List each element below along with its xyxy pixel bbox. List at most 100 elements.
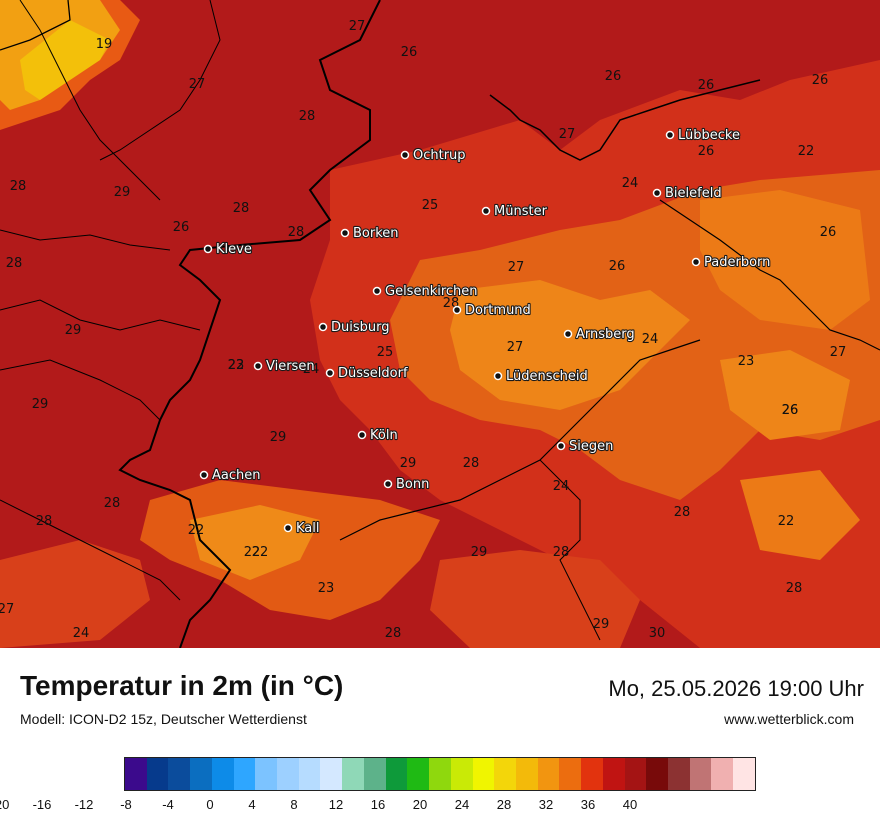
temperature-value: 27	[559, 127, 576, 142]
temperature-value: 29	[114, 185, 131, 200]
temperature-value: 27	[189, 77, 206, 92]
city-düsseldorf: Düsseldorf	[325, 365, 409, 382]
temperature-value: 28	[786, 581, 803, 596]
legend-swatch	[342, 758, 364, 790]
border-internal-4	[0, 299, 201, 331]
border-coast	[0, 0, 71, 51]
temperature-value: 28	[553, 545, 570, 560]
city-arnsberg: Arnsberg	[563, 326, 636, 343]
temperature-value: 26	[401, 45, 418, 60]
border-rp-hesse	[539, 459, 601, 641]
city-gelsenkirchen: Gelsenkirchen	[372, 283, 479, 300]
borders	[0, 0, 880, 648]
temperature-value: 23	[228, 358, 245, 373]
temperature-value: 30	[649, 626, 666, 641]
legend-swatch	[146, 758, 169, 790]
city-label: Duisburg	[331, 320, 390, 335]
border-internal-1	[19, 0, 161, 201]
city-label: Ochtrup	[413, 148, 466, 163]
temperature-value: 28	[288, 225, 305, 240]
map-title: Temperatur in 2m (in °C)	[20, 670, 344, 701]
temperature-value: 28	[10, 179, 27, 194]
temperature-value: 29	[471, 545, 488, 560]
city-münster: Münster	[481, 203, 549, 220]
city-label: Bonn	[396, 477, 429, 492]
temperature-value: 26	[782, 403, 799, 418]
legend-swatch	[277, 758, 299, 790]
city-label: Kleve	[216, 242, 252, 257]
city-lüdenscheid: Lüdenscheid	[493, 368, 589, 385]
city-label: Münster	[494, 204, 548, 219]
city-label: Lüdenscheid	[506, 369, 588, 384]
legend-tick-label: -12	[74, 797, 94, 812]
website-link[interactable]: www.wetterblick.com	[724, 711, 854, 727]
temperature-value: 26	[812, 73, 829, 88]
city-label: Düsseldorf	[338, 366, 408, 381]
temperature-value: 24	[622, 176, 639, 191]
legend-swatch	[125, 758, 147, 790]
legend-tick-label: 20	[412, 797, 428, 812]
legend-tick-label: 0	[206, 797, 214, 812]
cool-zone-paderborn	[700, 190, 870, 330]
color-legend	[124, 757, 756, 791]
legend-swatch	[450, 758, 473, 790]
temperature-value: 29	[65, 323, 82, 338]
legend-tick-label: -20	[0, 797, 10, 812]
city-viersen: Viersen	[253, 358, 316, 375]
city-siegen: Siegen	[556, 438, 614, 455]
temperature-value: 19	[96, 37, 113, 52]
legend-swatch	[733, 758, 755, 790]
temperature-value: 26	[782, 403, 799, 418]
city-kleve: Kleve	[203, 241, 253, 258]
temperature-value: 28	[36, 514, 53, 529]
legend-tick-label: -8	[120, 797, 132, 812]
legend-tick-label: 40	[622, 797, 638, 812]
legend-swatch	[711, 758, 734, 790]
city-dot	[481, 206, 491, 216]
city-dot	[383, 479, 393, 489]
legend-swatch	[515, 758, 538, 790]
temperature-value: 27	[349, 19, 366, 34]
city-label: Borken	[353, 226, 399, 241]
city-dot	[652, 188, 662, 198]
city-dot	[340, 228, 350, 238]
temperature-value: 26	[605, 69, 622, 84]
city-dot	[357, 430, 367, 440]
legend-swatch	[581, 758, 603, 790]
temperature-value: 22	[188, 523, 205, 538]
temperature-map: 19 27 26 26 26 26 27 28 27 26 22 28 29 28 24 25 26 28 28 26…	[0, 0, 880, 648]
city-label: Lübbecke	[678, 128, 740, 143]
temperature-value: 25	[377, 345, 394, 360]
city-dot	[493, 371, 503, 381]
legend-swatch	[320, 758, 343, 790]
city-markers: Ochtrup Lübbecke Bielefeld Münster Borken Kle…	[199, 127, 771, 537]
border-nl-be	[118, 0, 381, 648]
legend-color-bar	[124, 757, 756, 791]
temperature-value: 23	[738, 354, 755, 369]
city-kall: Kall	[283, 520, 321, 537]
city-label: Paderborn	[704, 255, 770, 270]
legend-swatch	[646, 758, 668, 790]
value-labels: 19 27 26 26 26 26 27 28 27 26 22 28 29 28 24 25 26 28 28 26…	[0, 19, 846, 641]
border-be-lux	[0, 499, 181, 601]
city-label: Bielefeld	[665, 186, 722, 201]
temperature-value: 26	[173, 220, 190, 235]
temperature-value: 26	[609, 259, 626, 274]
city-paderborn: Paderborn	[691, 254, 771, 271]
legend-tick-label: 16	[370, 797, 386, 812]
temperature-value: 27	[830, 345, 847, 360]
cool-zone-southeast	[720, 350, 850, 440]
temperature-value: 24	[553, 479, 570, 494]
city-dot	[253, 361, 263, 371]
city-ochtrup: Ochtrup	[400, 147, 467, 164]
city-dot	[283, 523, 293, 533]
legend-swatch	[233, 758, 256, 790]
temperature-value: 28	[299, 109, 316, 124]
city-duisburg: Duisburg	[318, 319, 391, 336]
legend-ticks: -20 -16 -12 -8 -4 0 4 8 12 16 20 24 28 32 36 40	[0, 797, 654, 815]
legend-swatch	[624, 758, 647, 790]
legend-swatch	[667, 758, 690, 790]
city-borken: Borken	[340, 225, 400, 242]
temperature-value: 22	[228, 358, 245, 373]
temperature-value: 22	[798, 144, 815, 159]
